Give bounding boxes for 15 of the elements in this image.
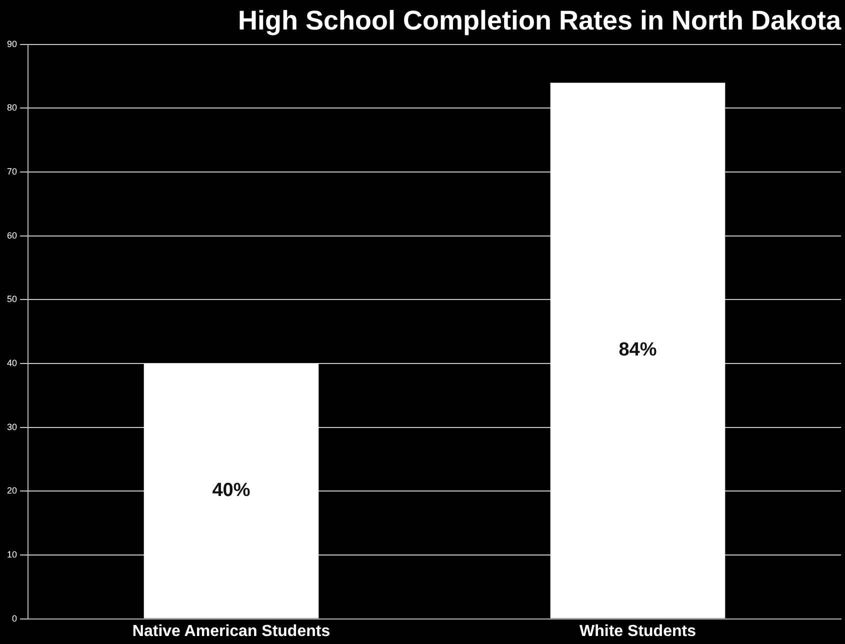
y-tick-label: 60 bbox=[6, 230, 18, 240]
y-tick-label: 80 bbox=[6, 102, 18, 113]
y-tick-label: 40 bbox=[6, 358, 18, 368]
y-tick-label: 0 bbox=[12, 613, 18, 624]
x-tick-label: Native American Students bbox=[132, 622, 330, 640]
y-tick-label: 70 bbox=[6, 166, 18, 177]
x-tick-label: White Students bbox=[580, 622, 696, 640]
y-tick-label: 90 bbox=[6, 38, 18, 49]
data-label: 40% bbox=[212, 480, 250, 502]
y-tick-label: 10 bbox=[6, 549, 18, 560]
chart-title: High School Completion Rates in North Dakota bbox=[238, 6, 842, 36]
y-tick-label: 50 bbox=[6, 294, 18, 304]
y-tick-label: 20 bbox=[6, 486, 18, 496]
data-label: 84% bbox=[618, 340, 657, 361]
y-tick-label: 30 bbox=[6, 422, 18, 432]
